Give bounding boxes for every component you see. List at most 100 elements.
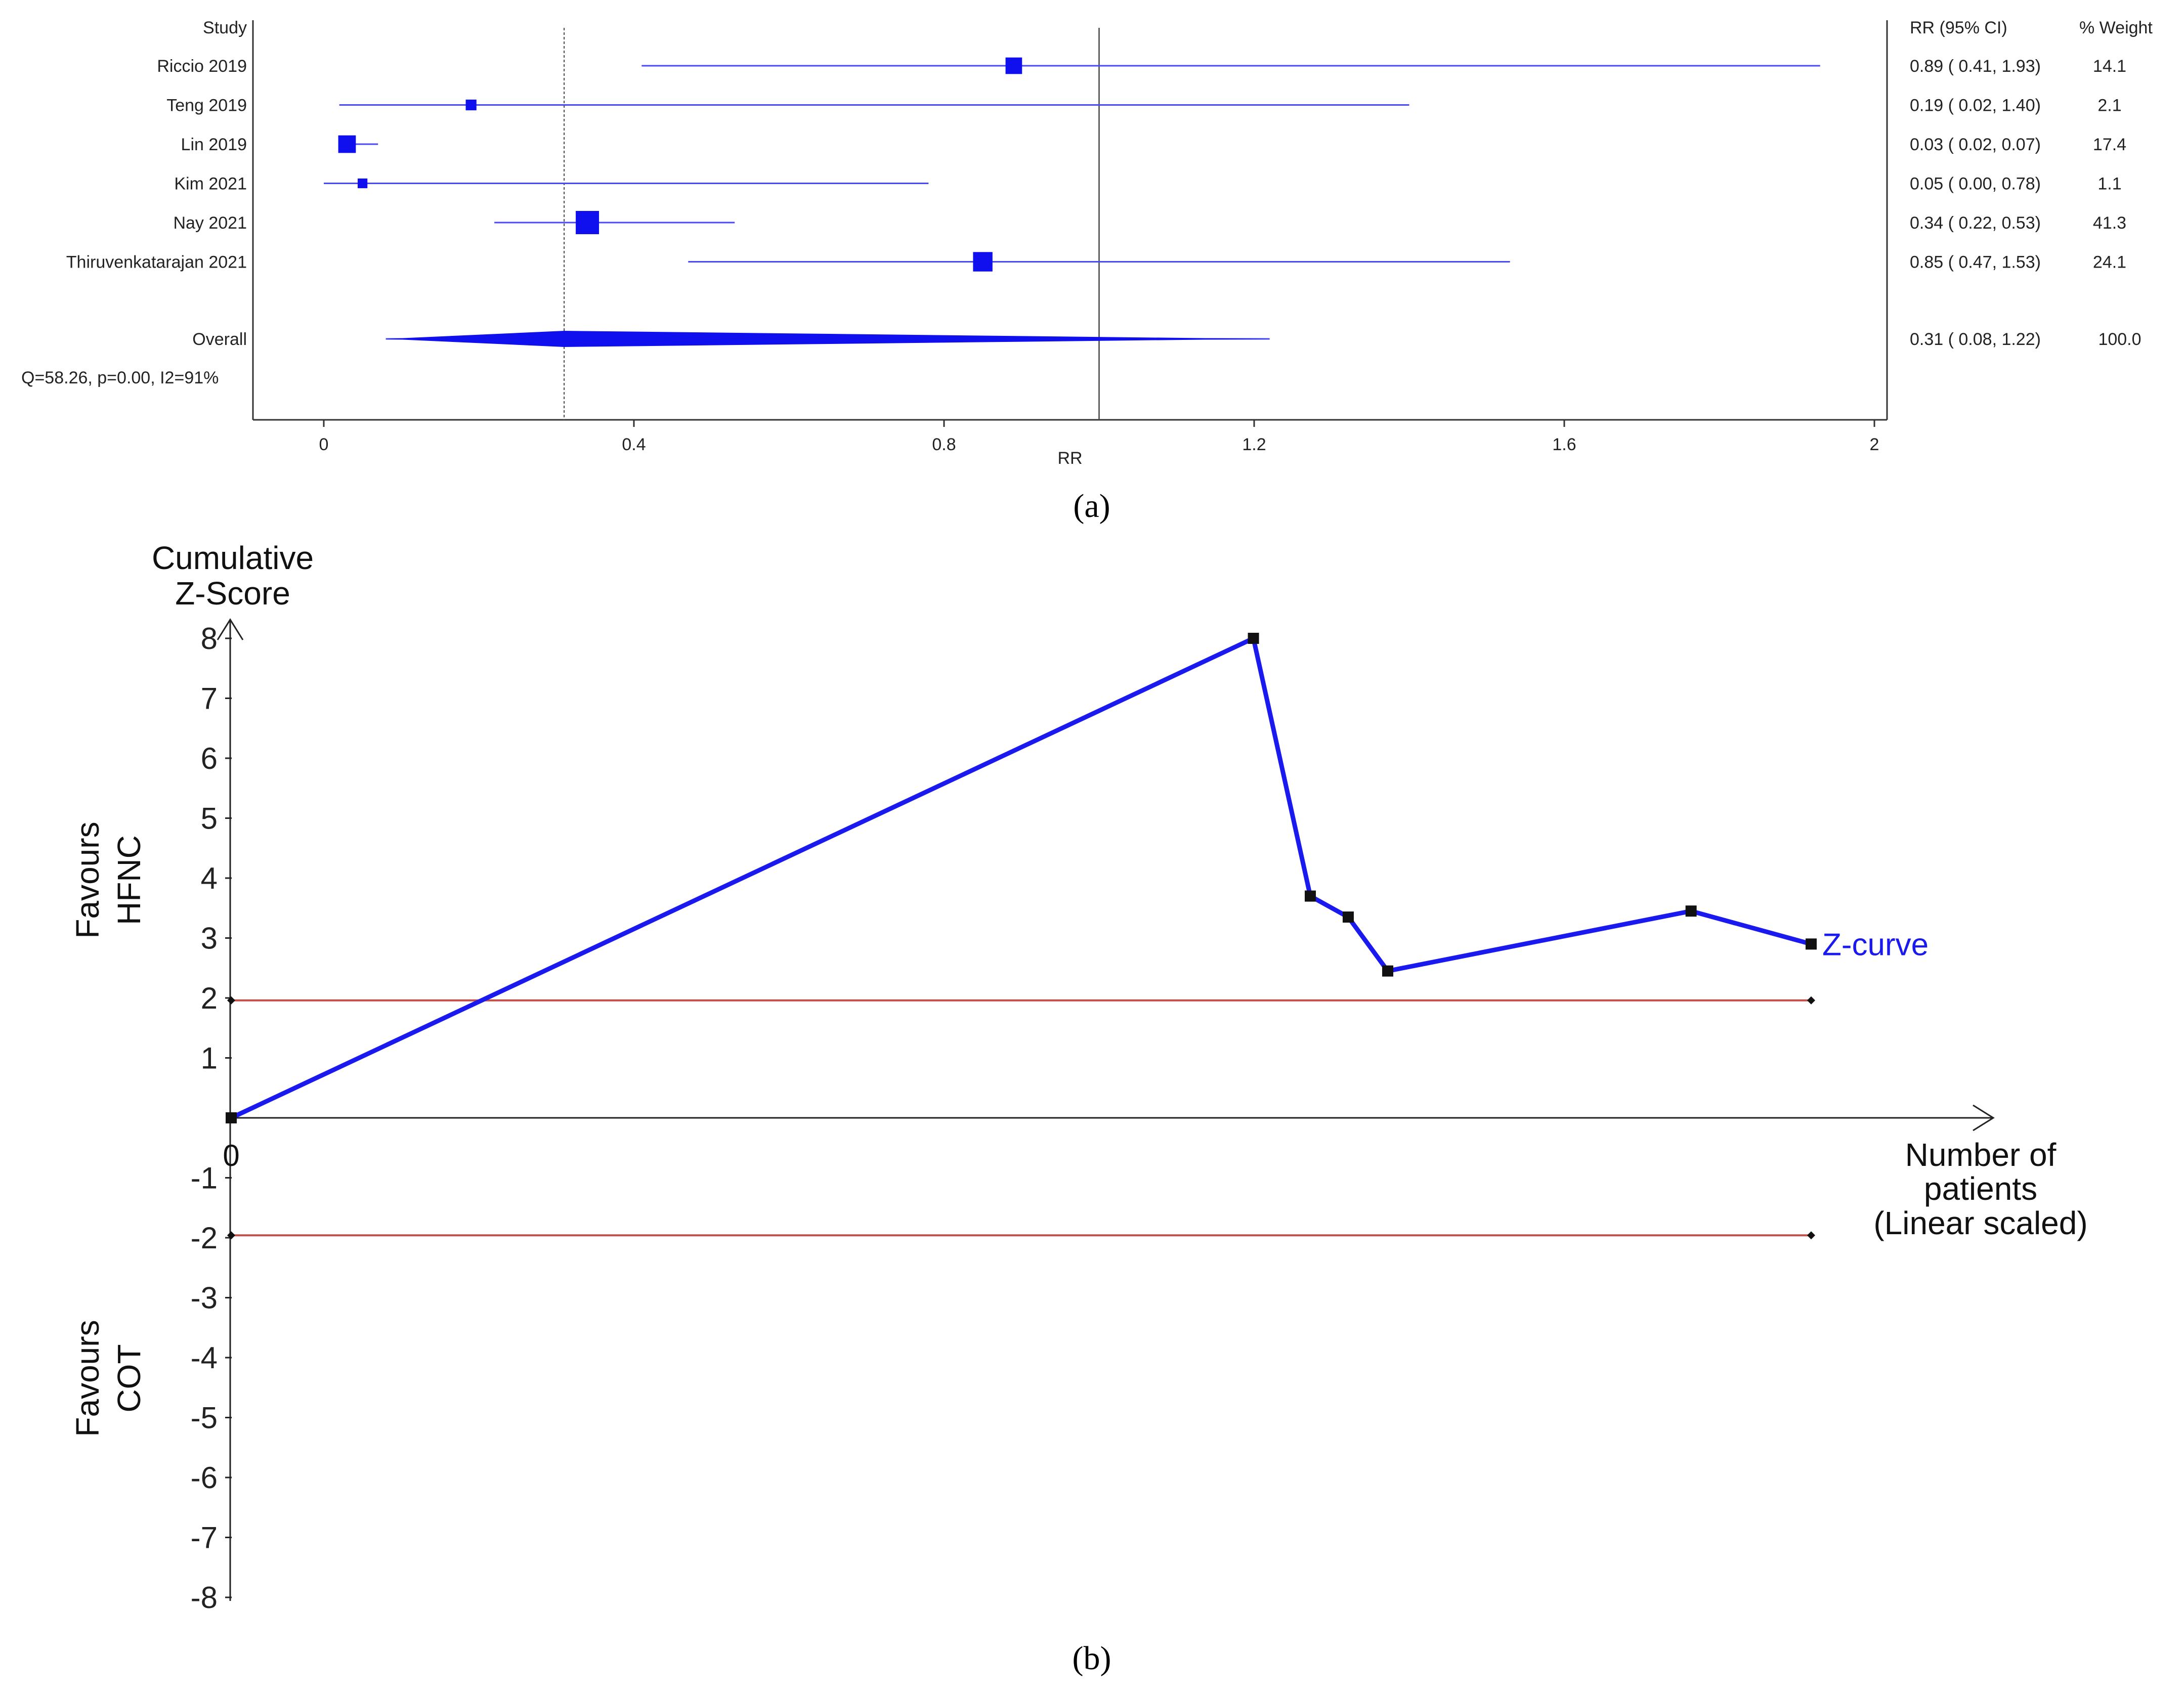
study-effect-marker <box>465 99 477 111</box>
forest-x-tick-label: 0 <box>319 435 329 454</box>
z-y-tick-label: 5 <box>201 802 218 836</box>
z-y-tick-label: -7 <box>191 1521 218 1555</box>
overall-label: Overall <box>192 330 247 349</box>
boundary-end-marker <box>227 1231 235 1240</box>
overall-diamond <box>386 331 1270 347</box>
forest-plot-x-ticks: 0 0.4 0.8 1.2 1.6 2 <box>319 420 1879 454</box>
study-weight-value: 17.4 <box>2093 135 2126 154</box>
forest-plot-study-rows: Riccio 2019 0.89 ( 0.41, 1.93) 14.1 Teng 20… <box>66 57 2126 272</box>
panel-a-label: (a) <box>1073 488 1110 525</box>
study-name: Kim 2021 <box>174 175 247 194</box>
overall-weight-value: 100.0 <box>2098 330 2141 349</box>
z-y-tick-label: -6 <box>191 1461 218 1495</box>
z-y-tick-label: -2 <box>191 1221 218 1255</box>
z-y-tick-label: 3 <box>201 922 218 955</box>
boundary-end-marker <box>1807 1231 1815 1240</box>
z-curve-point <box>1342 911 1354 923</box>
z-y-tick-label: -3 <box>191 1281 218 1315</box>
study-weight-value: 14.1 <box>2093 57 2126 76</box>
z-curve-y-axis-arrow <box>217 618 244 640</box>
favours-cot-label: Favours COT <box>69 1320 147 1437</box>
favours-cot-line-2: COT <box>111 1344 147 1412</box>
favours-hfnc-line-2: HFNC <box>111 835 147 925</box>
z-curve-y-ticks: 8 7 6 5 4 3 2 1 -1 -2 -3 -4 -5 -6 -7 -8 <box>191 622 232 1615</box>
heterogeneity-stats: Q=58.26, p=0.00, I2=91% <box>21 368 219 387</box>
forest-x-tick-label: 0.8 <box>932 435 956 454</box>
z-y-tick-label: 7 <box>201 682 218 716</box>
z-curve-x-axis-label-line-3: (Linear scaled) <box>1873 1205 2087 1241</box>
study-weight-value: 2.1 <box>2097 96 2121 115</box>
z-y-tick-label: 2 <box>201 981 218 1015</box>
study-ci-value: 0.89 ( 0.41, 1.93) <box>1910 57 2041 76</box>
favours-hfnc-line-1: Favours <box>69 821 106 938</box>
z-curve-point <box>1806 938 1817 950</box>
study-name: Thiruvenkatarajan 2021 <box>66 253 247 272</box>
forest-plot-background <box>20 10 2165 481</box>
z-y-tick-label: -4 <box>191 1341 218 1375</box>
forest-x-tick-label: 0.4 <box>622 435 646 454</box>
panel-b-label: (b) <box>1073 1640 1111 1677</box>
study-weight-value: 41.3 <box>2093 213 2126 233</box>
z-curve-panel: 8 7 6 5 4 3 2 1 -1 -2 -3 -4 -5 -6 -7 -8 Z-curve Cumulat… <box>69 540 2088 1615</box>
z-y-tick-label: 4 <box>201 861 218 895</box>
study-ci-value: 0.19 ( 0.02, 1.40) <box>1910 96 2041 115</box>
study-effect-marker <box>338 135 356 153</box>
study-name: Lin 2019 <box>181 135 247 154</box>
z-y-tick-label: 8 <box>201 622 218 656</box>
forest-plot-panel: 0 0.4 0.8 1.2 1.6 2 Riccio 2019 0.89 ( 0.41, 1… <box>20 10 2165 481</box>
z-curve-x-axis-arrow <box>1973 1104 1995 1132</box>
z-curve-series-label: Z-curve <box>1822 927 1929 962</box>
forest-x-tick-label: 2 <box>1870 435 1879 454</box>
study-effect-marker <box>1005 57 1022 74</box>
z-curve-point <box>1382 965 1394 977</box>
z-curve-series: Z-curve <box>226 633 1929 1123</box>
z-y-tick-label: -8 <box>191 1581 218 1615</box>
forest-plot-overall-row: Overall 0.31 ( 0.08, 1.22) 100.0 <box>192 330 2141 349</box>
study-name: Nay 2021 <box>173 213 247 233</box>
study-row: Thiruvenkatarajan 2021 0.85 ( 0.47, 1.53)… <box>66 252 2126 272</box>
study-weight-value: 24.1 <box>2093 253 2126 272</box>
study-effect-marker <box>576 211 599 234</box>
forest-x-tick-label: 1.6 <box>1552 435 1576 454</box>
study-row: Kim 2021 0.05 ( 0.00, 0.78) 1.1 <box>174 175 2121 194</box>
ci-column-header: RR (95% CI) <box>1910 18 2007 37</box>
study-row: Lin 2019 0.03 ( 0.02, 0.07) 17.4 <box>181 135 2127 154</box>
boundary-end-marker <box>1807 996 1815 1005</box>
z-curve-origin-label: 0 <box>223 1139 239 1172</box>
study-row: Teng 2019 0.19 ( 0.02, 1.40) 2.1 <box>166 96 2121 115</box>
z-curve-x-axis-label-line-1: Number of <box>1905 1137 2057 1173</box>
z-y-tick-label: -5 <box>191 1401 218 1435</box>
weight-column-header: % Weight <box>2079 18 2153 37</box>
study-name: Riccio 2019 <box>157 57 247 76</box>
study-effect-marker <box>973 252 993 272</box>
forest-plot-reference-lines <box>564 28 1100 420</box>
overall-ci-value: 0.31 ( 0.08, 1.22) <box>1910 330 2041 349</box>
z-curve-y-axis-label-line-2: Z-Score <box>175 575 290 612</box>
z-y-tick-label: 1 <box>201 1041 218 1075</box>
z-curve-point <box>226 1112 237 1123</box>
z-curve-point <box>1248 633 1259 644</box>
z-curve-x-axis-label-line-2: patients <box>1924 1170 2037 1207</box>
study-row: Nay 2021 0.34 ( 0.22, 0.53) 41.3 <box>173 211 2126 234</box>
study-row: Riccio 2019 0.89 ( 0.41, 1.93) 14.1 <box>157 57 2126 76</box>
study-ci-value: 0.85 ( 0.47, 1.53) <box>1910 253 2041 272</box>
favours-hfnc-label: Favours HFNC <box>69 821 147 938</box>
z-y-tick-label: -1 <box>191 1161 218 1195</box>
favours-cot-line-1: Favours <box>69 1320 106 1437</box>
study-name: Teng 2019 <box>166 96 247 115</box>
z-curve-boundaries <box>227 996 1815 1240</box>
z-curve-point <box>1305 890 1316 902</box>
forest-x-tick-label: 1.2 <box>1242 435 1266 454</box>
study-column-header: Study <box>203 18 247 37</box>
study-weight-value: 1.1 <box>2097 175 2121 194</box>
study-ci-value: 0.03 ( 0.02, 0.07) <box>1910 135 2041 154</box>
study-effect-marker <box>358 178 368 189</box>
z-curve-point <box>1685 905 1697 917</box>
z-curve-line <box>230 636 1812 1120</box>
study-ci-value: 0.34 ( 0.22, 0.53) <box>1910 213 2041 233</box>
study-ci-value: 0.05 ( 0.00, 0.78) <box>1910 175 2041 194</box>
z-curve-y-axis-label-line-1: Cumulative <box>152 540 314 576</box>
z-y-tick-label: 6 <box>201 742 218 775</box>
forest-plot-x-axis-label: RR <box>1057 449 1082 468</box>
